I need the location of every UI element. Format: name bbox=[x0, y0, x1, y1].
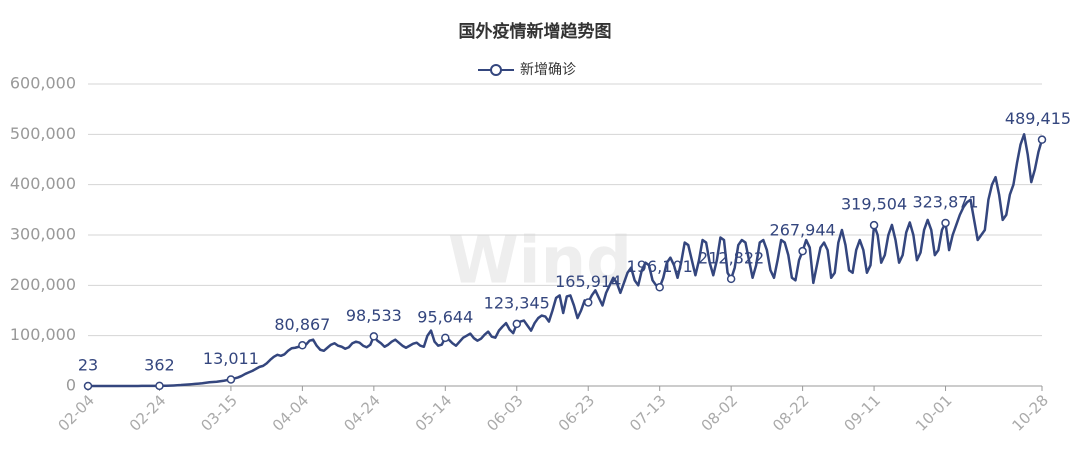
data-label: 98,533 bbox=[346, 306, 402, 325]
x-tick-label: 02-24 bbox=[126, 391, 170, 435]
data-label: 123,345 bbox=[484, 293, 550, 312]
data-label: 212,822 bbox=[698, 248, 764, 267]
point bbox=[655, 283, 664, 292]
data-label: 196,101 bbox=[627, 257, 693, 276]
data-label: 165,914 bbox=[555, 272, 621, 291]
point bbox=[1037, 135, 1047, 144]
point bbox=[583, 298, 593, 307]
point bbox=[83, 381, 93, 391]
x-tick-label: 08-02 bbox=[698, 391, 742, 435]
x-tick-label: 08-22 bbox=[769, 391, 813, 435]
data-label: 267,944 bbox=[770, 221, 836, 240]
y-tick-label: 500,000 bbox=[10, 124, 76, 143]
chart-title: 国外疫情新增趋势图 bbox=[459, 21, 612, 42]
x-tick-label: 10-01 bbox=[912, 391, 956, 435]
x-tick-label: 04-04 bbox=[269, 391, 313, 435]
y-tick-label: 200,000 bbox=[10, 275, 76, 294]
data-label: 80,867 bbox=[274, 315, 330, 334]
point bbox=[869, 220, 879, 230]
x-tick-label: 05-14 bbox=[412, 391, 456, 435]
y-tick-label: 400,000 bbox=[10, 174, 76, 193]
legend-marker bbox=[490, 64, 502, 76]
y-tick-label: 0 bbox=[66, 376, 76, 395]
data-label: 489,415 bbox=[1005, 109, 1071, 128]
point bbox=[226, 375, 236, 384]
point bbox=[798, 246, 807, 256]
data-label: 362 bbox=[144, 355, 175, 374]
point bbox=[369, 332, 379, 341]
x-tick-label: 10-28 bbox=[1008, 391, 1052, 435]
y-tick-label: 100,000 bbox=[10, 325, 76, 344]
x-tick-label: 06-03 bbox=[483, 391, 527, 435]
x-tick-label: 09-11 bbox=[841, 391, 885, 435]
point bbox=[512, 319, 522, 329]
y-tick-label: 600,000 bbox=[10, 74, 76, 93]
point bbox=[441, 333, 450, 343]
point bbox=[941, 218, 950, 228]
data-label: 13,011 bbox=[203, 349, 259, 368]
watermark: Wind bbox=[448, 225, 632, 299]
data-label: 95,644 bbox=[417, 307, 473, 326]
point bbox=[726, 274, 736, 284]
y-tick-label: 300,000 bbox=[10, 225, 76, 244]
x-tick-label: 02-04 bbox=[54, 391, 98, 435]
legend-label: 新增确诊 bbox=[520, 62, 576, 78]
data-label: 23 bbox=[78, 355, 98, 374]
data-label: 319,504 bbox=[841, 195, 907, 214]
line bbox=[88, 133, 1044, 388]
data-label: 323,871 bbox=[912, 192, 978, 211]
point bbox=[298, 341, 307, 350]
x-tick-label: 06-23 bbox=[555, 391, 599, 435]
x-tick-label: 07-13 bbox=[626, 391, 670, 435]
x-tick-label: 03-15 bbox=[197, 391, 241, 435]
x-tick-label: 04-24 bbox=[340, 391, 384, 435]
point bbox=[155, 381, 164, 391]
